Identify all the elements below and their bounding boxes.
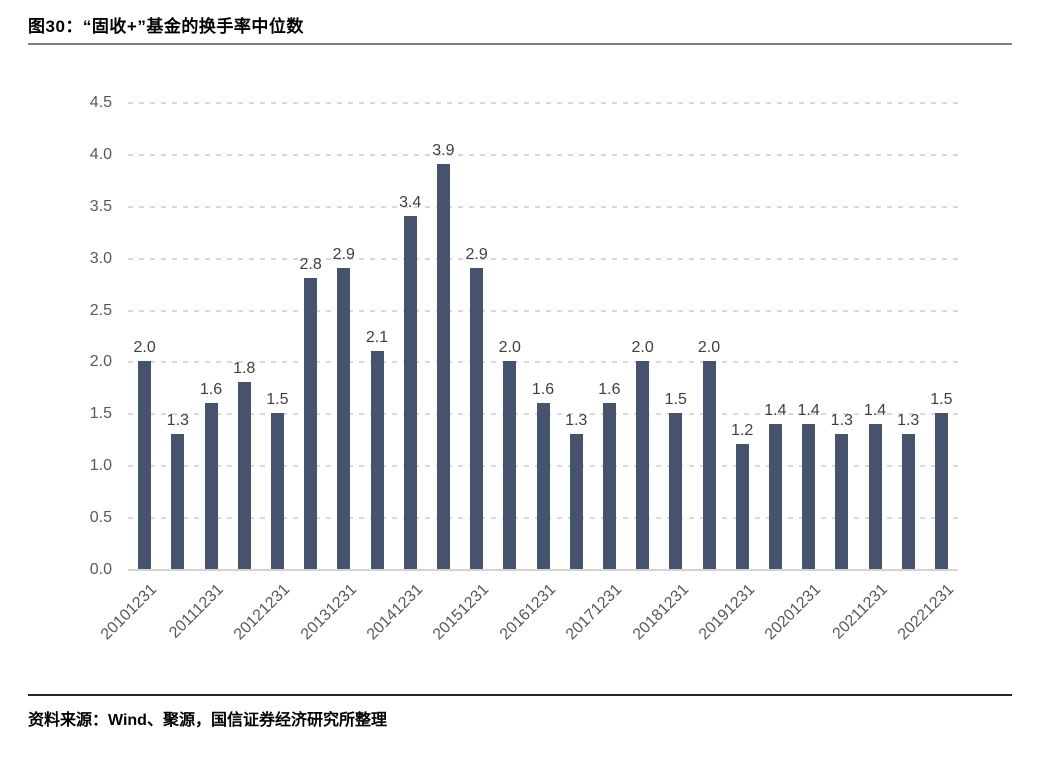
bar-value-label: 1.4 (863, 401, 887, 419)
bar (304, 278, 318, 569)
x-tick-label: 20201231 (762, 581, 825, 644)
bar-value-label: 1.6 (531, 380, 555, 398)
bar-value-label: 1.5 (930, 391, 953, 409)
bar (436, 164, 450, 569)
y-tick-label: 3.0 (89, 249, 112, 267)
x-tick-label: 20181231 (629, 581, 692, 644)
bar-value-label: 3.4 (399, 194, 422, 212)
bar-value-label: 2.8 (299, 256, 322, 274)
bar (569, 434, 583, 569)
bar (337, 268, 351, 569)
y-tick-label: 1.0 (89, 457, 112, 475)
bar (536, 402, 550, 569)
bar (768, 423, 782, 569)
y-tick-label: 0.0 (89, 561, 112, 578)
bar (868, 423, 882, 569)
y-tick-label: 4.0 (89, 145, 112, 163)
bar (470, 268, 484, 569)
y-tick-label: 4.5 (89, 94, 112, 111)
bar (138, 361, 152, 569)
bar (802, 423, 816, 569)
bar (602, 402, 616, 569)
bar (503, 361, 517, 569)
source-note: 资料来源：Wind、聚源，国信证券经济研究所整理 (28, 712, 387, 729)
gridline (128, 309, 958, 312)
bar-value-label: 2.0 (631, 339, 654, 357)
gridline (128, 257, 958, 260)
bar (702, 361, 716, 569)
bar (403, 216, 417, 569)
bar-value-label: 2.0 (133, 339, 156, 357)
bar (204, 402, 218, 569)
bar (270, 413, 284, 569)
bar (934, 413, 948, 569)
bar-value-label: 1.6 (199, 380, 223, 398)
bar (901, 434, 915, 569)
bar-value-label: 1.5 (266, 391, 289, 409)
x-tick-label: 20161231 (496, 581, 560, 644)
bar (636, 361, 650, 569)
bar-value-label: 2.9 (465, 246, 488, 264)
bar-value-label: 1.8 (233, 360, 256, 378)
bar-value-label: 1.6 (598, 380, 621, 398)
source-divider-line (28, 694, 1012, 696)
x-tick-label: 20191231 (695, 581, 759, 644)
bar-value-label: 3.9 (432, 142, 455, 160)
title-divider-line (28, 43, 1012, 45)
x-tick-label: 20151231 (430, 581, 493, 644)
gridline (128, 153, 958, 156)
bar (669, 413, 683, 569)
y-tick-label: 1.5 (89, 405, 112, 423)
bar (370, 351, 384, 569)
bar (237, 382, 251, 569)
y-tick-label: 0.5 (89, 509, 112, 527)
turnover-median-bar-chart: 0.0 0.5 1.0 1.5 2.0 2.5 3.0 3.5 4.0 4.5 2.0 2010123… (90, 94, 958, 643)
bar (735, 444, 749, 569)
bar (171, 434, 185, 569)
bar-value-label: 1.4 (764, 401, 787, 419)
bar-value-label: 1.3 (830, 412, 853, 430)
bar-value-label: 1.2 (731, 422, 754, 440)
x-tick-label: 20141231 (363, 581, 427, 644)
bar-value-label: 2.9 (332, 246, 355, 264)
x-tick-label: 20101231 (98, 581, 161, 644)
bar-value-label: 2.0 (697, 339, 721, 357)
x-tick-label: 20121231 (231, 581, 294, 644)
x-tick-label: 20131231 (297, 581, 360, 644)
bar-value-label: 1.3 (166, 412, 189, 430)
gridline (128, 102, 958, 104)
y-tick-label: 2.0 (89, 353, 112, 371)
bar-value-label: 1.4 (797, 401, 820, 419)
bar-value-label: 2.1 (365, 329, 389, 347)
x-tick-label: 20211231 (829, 581, 892, 643)
gridline (128, 205, 958, 208)
y-tick-label: 3.5 (89, 197, 112, 215)
gridline (128, 361, 958, 364)
x-tick-label: 20111231 (166, 581, 228, 642)
bar-value-label: 1.3 (565, 412, 588, 430)
bar-value-label: 1.3 (897, 412, 920, 430)
figure-title: 图30：“固收+”基金的换手率中位数 (28, 17, 304, 36)
bar (835, 434, 849, 569)
bar-value-label: 1.5 (664, 391, 687, 409)
y-tick-label: 2.5 (89, 301, 112, 319)
bar-value-label: 2.0 (498, 339, 521, 357)
x-axis-line (128, 569, 958, 571)
x-tick-label: 20171231 (563, 581, 626, 644)
x-tick-label: 20221231 (895, 581, 958, 644)
